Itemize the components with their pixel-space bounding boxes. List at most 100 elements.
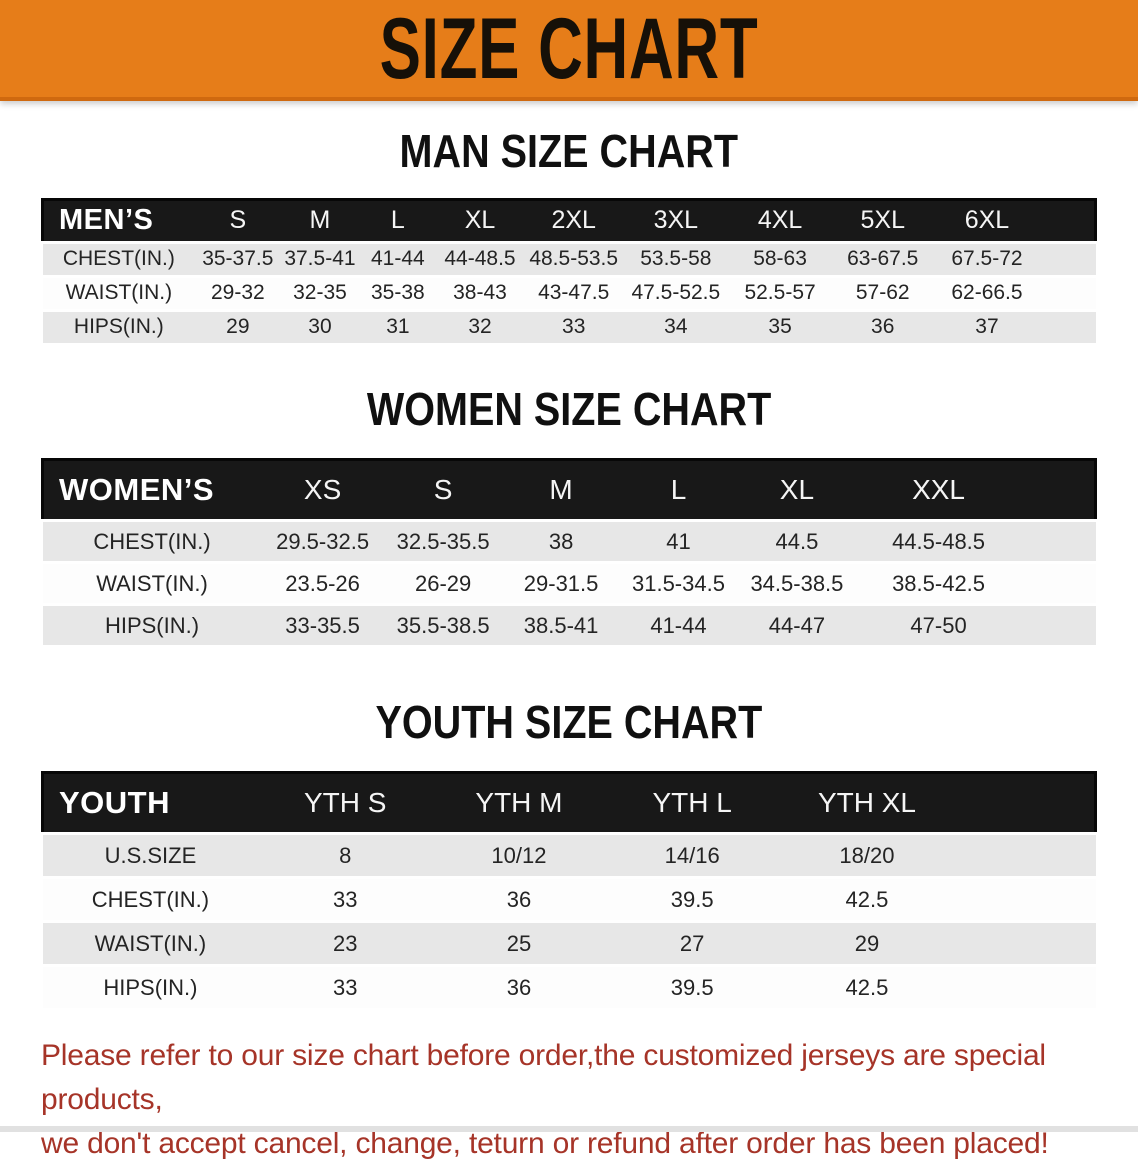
- men-section-heading-text: MAN SIZE CHART: [399, 125, 739, 177]
- value-cell: 31.5-34.5: [619, 561, 738, 605]
- value-cell: 44.5: [737, 519, 857, 563]
- value-cell: 35-38: [359, 274, 437, 311]
- value-cell: 35.5-38.5: [383, 603, 503, 646]
- spacer-cell: [1040, 199, 1096, 243]
- table-row: WAIST(IN.) 29-32 32-35 35-38 38-43 43-47.5 47.…: [42, 274, 1096, 311]
- value-cell: 44.5-48.5: [856, 519, 1021, 563]
- table-row: WAIST(IN.) 23.5-26 26-29 29-31.5 31.5-34.5 34…: [42, 561, 1096, 605]
- value-cell: 32: [436, 308, 524, 343]
- youth-size-section: YOUTH SIZE CHART YOUTH YTH S YTH M YTH L YTH…: [41, 698, 1097, 1009]
- value-cell: 25: [432, 920, 606, 966]
- size-header-cell: M: [280, 199, 360, 243]
- value-cell: 37: [933, 308, 1041, 343]
- table-row: CHEST(IN.) 35-37.5 37.5-41 41-44 44-48.5 48.5…: [42, 240, 1096, 277]
- size-chart-banner: SIZE CHART: [0, 0, 1138, 101]
- value-cell: 29.5-32.5: [261, 519, 384, 563]
- row-label-cell: WAIST(IN.): [42, 274, 196, 311]
- value-cell: 53.5-58: [623, 240, 728, 277]
- value-cell: 29-32: [195, 274, 281, 311]
- value-cell: 52.5-57: [727, 274, 833, 311]
- value-cell: 62-66.5: [933, 274, 1041, 311]
- row-label-cell: U.S.SIZE: [42, 832, 259, 878]
- value-cell: 48.5-53.5: [523, 240, 624, 277]
- bottom-edge-strip: [0, 1126, 1138, 1132]
- value-cell: 32-35: [280, 274, 360, 311]
- spacer-cell: [1020, 459, 1096, 521]
- row-label-cell: CHEST(IN.): [42, 519, 262, 563]
- size-header-cell: YTH S: [258, 772, 433, 834]
- row-label-cell: CHEST(IN.): [42, 876, 259, 922]
- value-cell: 34.5-38.5: [737, 561, 857, 605]
- size-header-cell: M: [502, 459, 620, 521]
- row-label-cell: WAIST(IN.): [42, 920, 259, 966]
- value-cell: 18/20: [778, 832, 956, 878]
- group-label-cell: WOMEN’S: [42, 459, 262, 521]
- value-cell: 44-48.5: [436, 240, 524, 277]
- size-header-cell: S: [195, 199, 281, 243]
- value-cell: 33: [523, 308, 624, 343]
- men-header-row: MEN’S S M L XL 2XL 3XL 4XL 5XL 6XL: [42, 199, 1096, 243]
- value-cell: 35-37.5: [195, 240, 281, 277]
- value-cell: 23.5-26: [261, 561, 384, 605]
- value-cell: 27: [605, 920, 779, 966]
- value-cell: 47.5-52.5: [623, 274, 728, 311]
- group-label-cell: YOUTH: [42, 772, 259, 834]
- size-header-cell: XS: [261, 459, 384, 521]
- size-header-cell: L: [619, 459, 738, 521]
- table-row: WAIST(IN.) 23 25 27 29: [42, 920, 1096, 966]
- value-cell: 26-29: [383, 561, 503, 605]
- row-label-cell: HIPS(IN.): [42, 964, 259, 1009]
- value-cell: 29: [195, 308, 281, 343]
- value-cell: 31: [359, 308, 437, 343]
- size-header-cell: 3XL: [623, 199, 728, 243]
- value-cell: 36: [432, 964, 606, 1009]
- value-cell: 41-44: [619, 603, 738, 646]
- table-row: HIPS(IN.) 29 30 31 32 33 34 35 36 37: [42, 308, 1096, 343]
- value-cell: 14/16: [605, 832, 779, 878]
- value-cell: 47-50: [856, 603, 1021, 646]
- men-size-table: MEN’S S M L XL 2XL 3XL 4XL 5XL 6XL CHEST(IN.) 35-3…: [41, 198, 1097, 343]
- spacer-cell: [1020, 519, 1096, 563]
- value-cell: 8: [258, 832, 433, 878]
- value-cell: 33: [258, 876, 433, 922]
- value-cell: 39.5: [605, 876, 779, 922]
- value-cell: 57-62: [832, 274, 934, 311]
- row-label-cell: HIPS(IN.): [42, 603, 262, 646]
- banner-title: SIZE CHART: [379, 0, 759, 97]
- size-header-cell: YTH L: [605, 772, 779, 834]
- spacer-cell: [955, 964, 1096, 1009]
- size-header-cell: YTH XL: [778, 772, 956, 834]
- youth-section-heading: YOUTH SIZE CHART: [41, 698, 1097, 748]
- table-row: CHEST(IN.) 29.5-32.5 32.5-35.5 38 41 44.5 44.5…: [42, 519, 1096, 563]
- disclaimer-line-1: Please refer to our size chart before or…: [41, 1039, 1046, 1117]
- value-cell: 38.5-42.5: [856, 561, 1021, 605]
- value-cell: 10/12: [432, 832, 606, 878]
- content-area: MAN SIZE CHART MEN’S S M L XL 2XL 3XL 4XL 5XL 6XL…: [0, 125, 1138, 1009]
- value-cell: 38.5-41: [502, 603, 620, 646]
- row-label-cell: WAIST(IN.): [42, 561, 262, 605]
- spacer-cell: [1040, 308, 1096, 343]
- value-cell: 38-43: [436, 274, 524, 311]
- value-cell: 35: [727, 308, 833, 343]
- size-header-cell: L: [359, 199, 437, 243]
- value-cell: 39.5: [605, 964, 779, 1009]
- size-header-cell: 2XL: [523, 199, 624, 243]
- value-cell: 41: [619, 519, 738, 563]
- size-header-cell: S: [383, 459, 503, 521]
- value-cell: 42.5: [778, 964, 956, 1009]
- value-cell: 37.5-41: [280, 240, 360, 277]
- value-cell: 36: [432, 876, 606, 922]
- spacer-cell: [955, 876, 1096, 922]
- size-header-cell: XL: [737, 459, 857, 521]
- row-label-cell: HIPS(IN.): [42, 308, 196, 343]
- value-cell: 23: [258, 920, 433, 966]
- value-cell: 63-67.5: [832, 240, 934, 277]
- spacer-cell: [1040, 240, 1096, 277]
- youth-header-row: YOUTH YTH S YTH M YTH L YTH XL: [42, 772, 1096, 834]
- size-header-cell: 4XL: [727, 199, 833, 243]
- value-cell: 36: [832, 308, 934, 343]
- women-header-row: WOMEN’S XS S M L XL XXL: [42, 459, 1096, 521]
- group-label-cell: MEN’S: [42, 199, 196, 243]
- value-cell: 42.5: [778, 876, 956, 922]
- size-header-cell: YTH M: [432, 772, 606, 834]
